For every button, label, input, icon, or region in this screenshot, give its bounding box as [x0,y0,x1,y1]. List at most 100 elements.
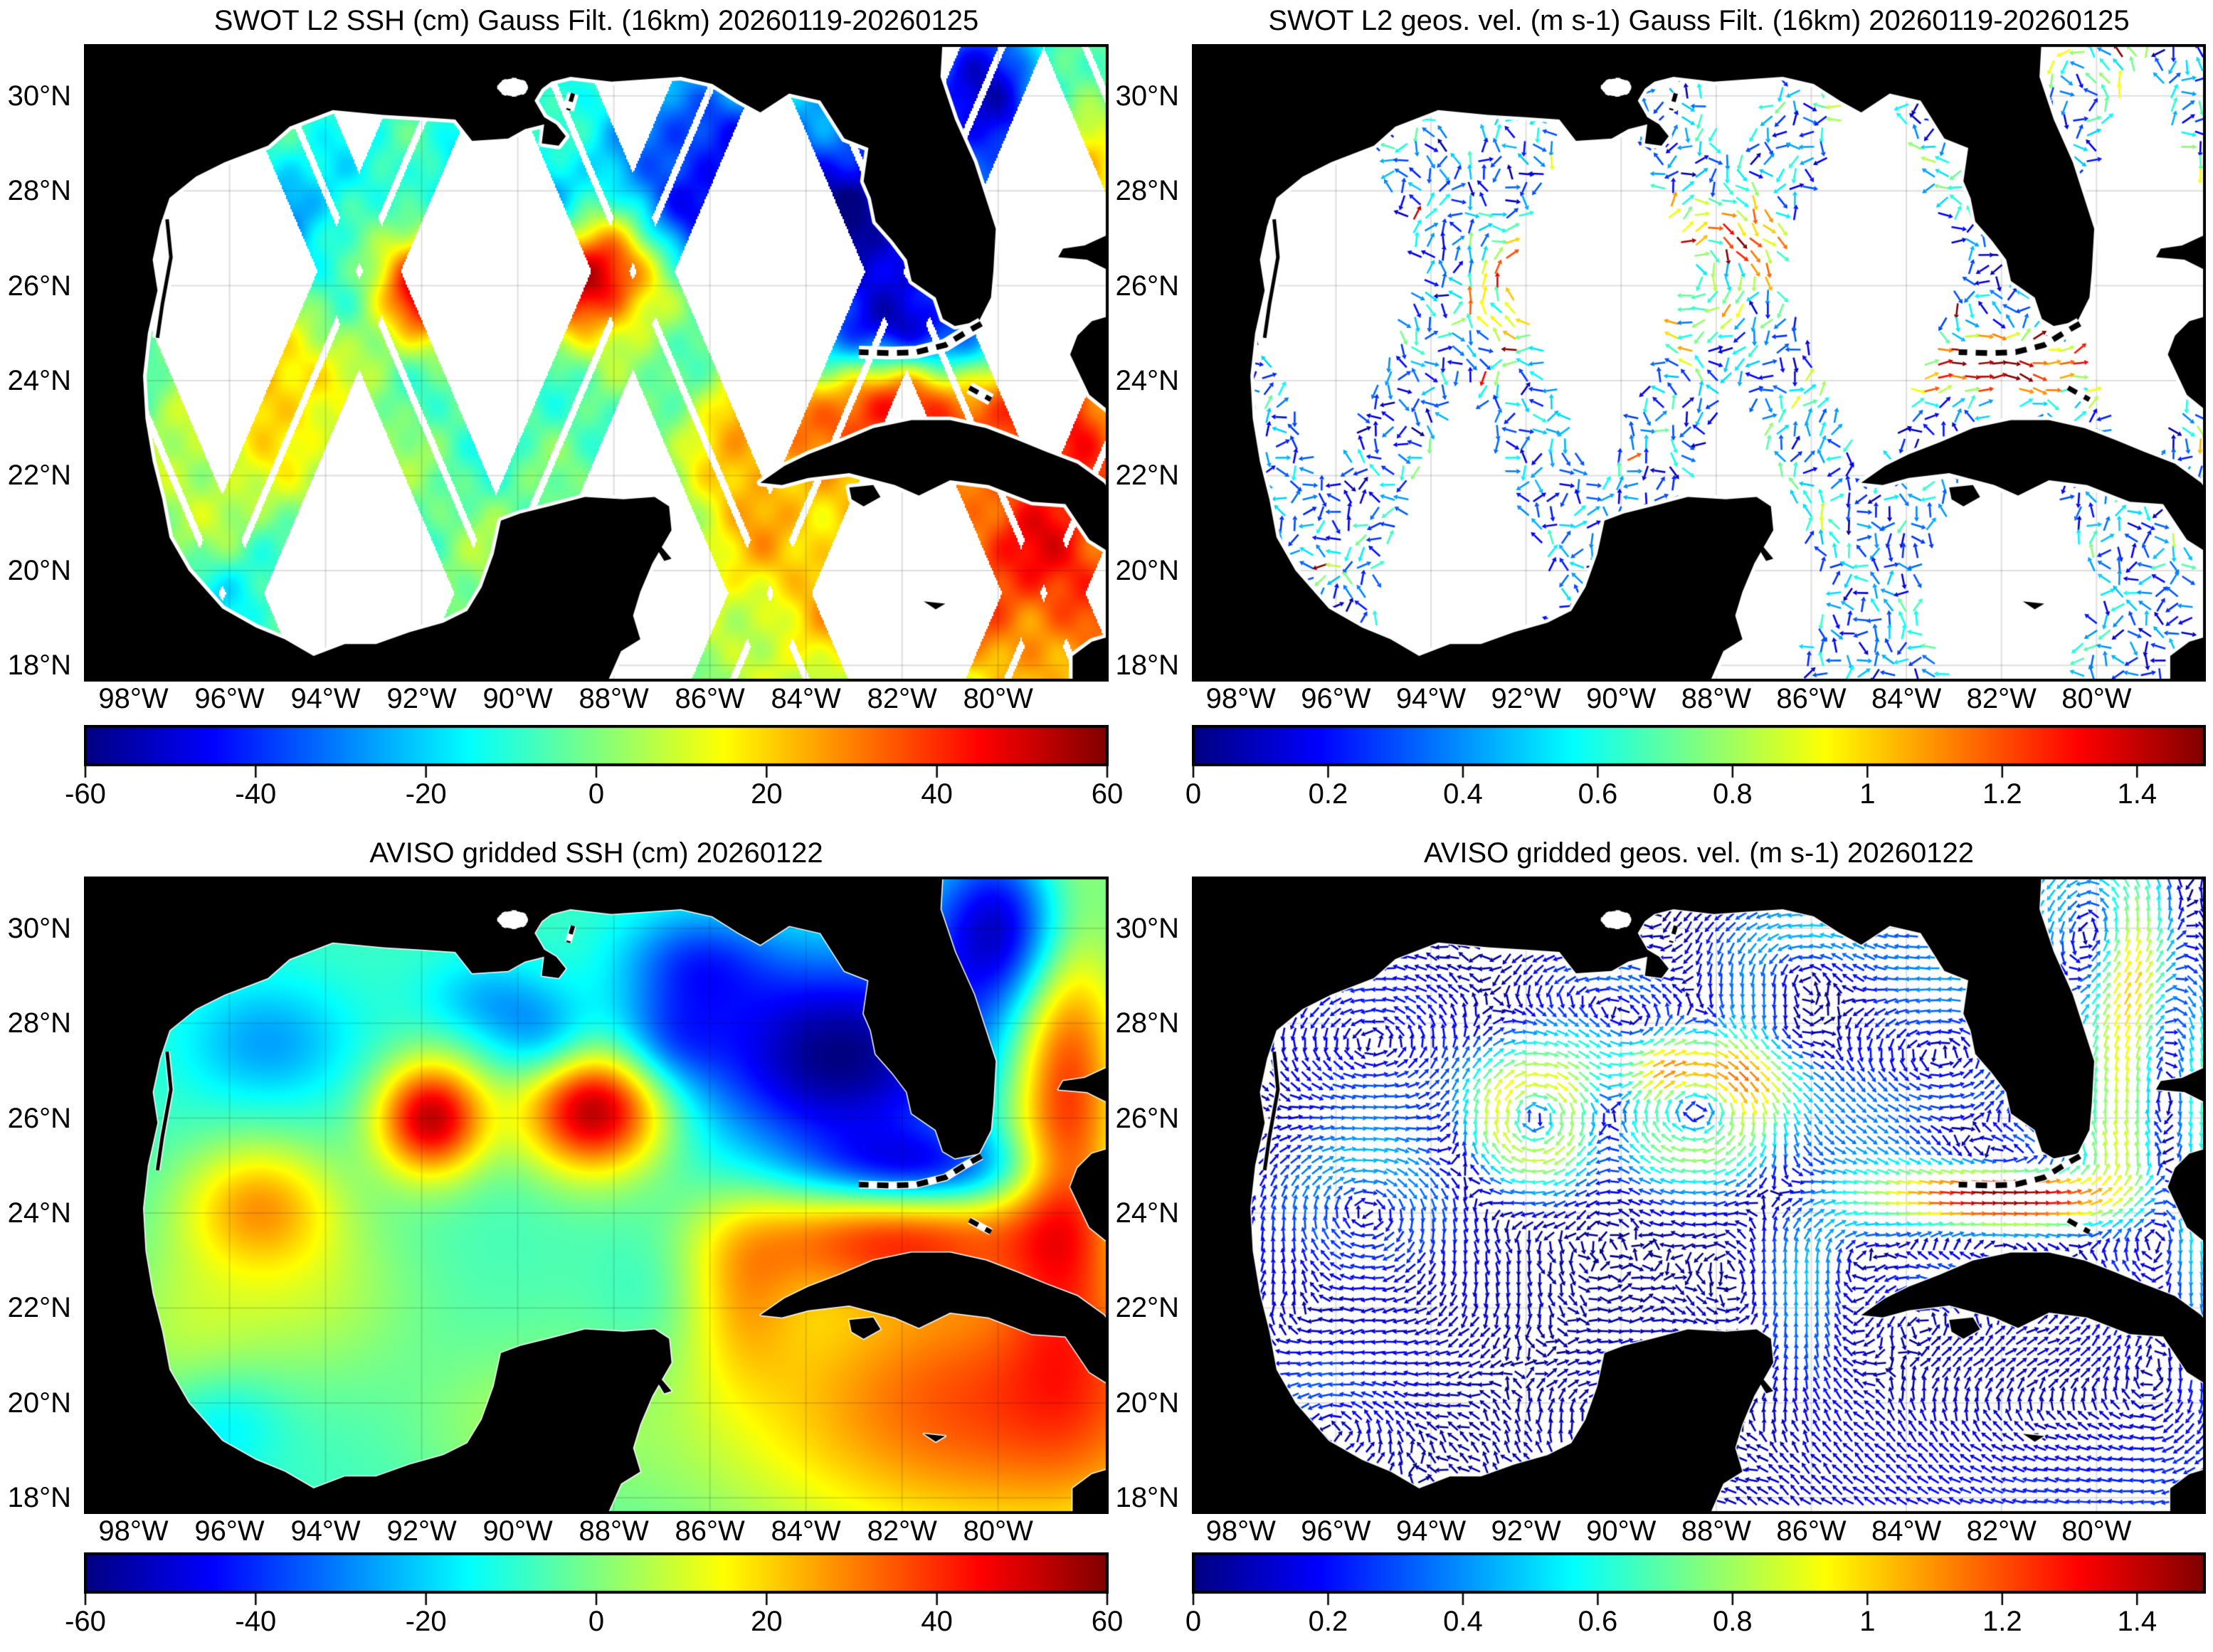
lat-tick-label: 20°N [7,1387,71,1419]
map-canvas-swot-vel [1192,44,2206,682]
lat-tick-label: 22°N [1115,460,1179,492]
colorbar-tick-label: 0.8 [1713,1606,1753,1637]
lon-tick-label: 84°W [1871,683,1942,714]
lat-tick-label: 26°N [1115,270,1179,302]
lon-tick-label: 92°W [1491,1515,1561,1547]
lon-tick-label: 94°W [1395,1515,1467,1547]
colorbar-tick-label: 40 [921,1606,953,1637]
panel-title-swot-vel: SWOT L2 geos. vel. (m s-1) Gauss Filt. (… [1268,5,2130,36]
lat-tick-label: 30°N [7,912,71,944]
lat-tick-label: 22°N [1115,1292,1179,1324]
lat-tick-label: 30°N [1115,80,1179,112]
lon-tick-label: 86°W [1776,683,1847,714]
lat-tick-label: 22°N [7,1292,71,1324]
lon-tick-label: 86°W [675,683,745,714]
lon-tick-label: 98°W [1205,683,1276,714]
lon-tick-label: 88°W [1681,683,1751,714]
lat-tick-label: 18°N [7,1482,71,1514]
lon-tick-label: 86°W [675,1515,745,1547]
colorbar-tick-label: 0 [588,1606,605,1637]
colorbar-tick-label: 1.2 [1982,778,2022,810]
lon-tick-label: 86°W [1776,1515,1847,1547]
map-canvas-swot-ssh [84,44,1109,682]
lon-tick-label: 96°W [1301,683,1371,714]
colorbar-tick-label: 1 [1859,1606,1876,1637]
lat-tick-label: 28°N [7,1007,71,1039]
lat-tick-label: 24°N [1115,365,1179,397]
colorbar-tick-label: 20 [751,778,783,810]
lon-tick-label: 98°W [1205,1515,1276,1547]
lat-tick-label: 18°N [7,650,71,682]
lat-tick-label: 20°N [1115,1387,1179,1419]
colorbar-tick-label: -60 [65,778,106,810]
lon-tick-label: 80°W [2061,683,2132,714]
lat-tick-label: 26°N [7,270,71,302]
colorbar-tick-label: -60 [65,1606,106,1637]
lat-tick-label: 18°N [1115,1482,1179,1514]
colorbar-tick-label: 0.6 [1578,1606,1618,1637]
lat-tick-label: 22°N [7,460,71,492]
lat-tick-label: 30°N [1115,912,1179,944]
lat-tick-label: 24°N [1115,1197,1179,1229]
lon-tick-label: 84°W [1871,1515,1942,1547]
lat-tick-label: 26°N [1115,1102,1179,1134]
lat-tick-label: 28°N [1115,1007,1179,1039]
colorbar-tick-label: 0.4 [1443,778,1483,810]
lat-tick-label: 30°N [7,80,71,112]
colorbar-tick-label: -40 [235,1606,277,1637]
lat-tick-label: 18°N [1115,650,1179,682]
lon-tick-label: 96°W [194,683,265,714]
colorbar-aviso-ssh [84,1552,1109,1608]
colorbar-tick-label: 60 [1091,778,1124,810]
colorbar-tick-label: 1.4 [2117,1606,2157,1637]
panel-title-aviso-ssh: AVISO gridded SSH (cm) 20260122 [369,837,823,869]
colorbar-tick-label: 20 [751,1606,783,1637]
lon-tick-label: 90°W [1586,683,1657,714]
lon-tick-label: 90°W [482,1515,553,1547]
colorbar-swot-vel [1192,725,2206,780]
lon-tick-label: 88°W [579,683,649,714]
colorbar-tick-label: 0 [1185,1606,1202,1637]
map-canvas-aviso-ssh [84,877,1109,1514]
lon-tick-label: 84°W [771,1515,841,1547]
lat-tick-label: 24°N [7,365,71,397]
lon-tick-label: 98°W [98,683,169,714]
colorbar-tick-label: 1.2 [1982,1606,2022,1637]
lon-tick-label: 94°W [1395,683,1467,714]
lon-tick-label: 82°W [867,1515,937,1547]
lat-tick-label: 20°N [7,554,71,586]
lon-tick-label: 94°W [290,683,361,714]
colorbar-tick-label: -20 [405,1606,447,1637]
lon-tick-label: 92°W [386,1515,457,1547]
lon-tick-label: 96°W [1301,1515,1371,1547]
lon-tick-label: 96°W [194,1515,265,1547]
panel-title-aviso-vel: AVISO gridded geos. vel. (m s-1) 2026012… [1423,837,1974,869]
lon-tick-label: 92°W [1491,683,1561,714]
colorbar-tick-label: 1.4 [2117,778,2157,810]
colorbar-tick-label: 0.8 [1713,778,1753,810]
colorbar-tick-label: 0 [1185,778,1202,810]
lon-tick-label: 88°W [579,1515,649,1547]
lon-tick-label: 82°W [1966,683,2037,714]
colorbar-tick-label: 60 [1091,1606,1124,1637]
lat-tick-label: 20°N [1115,554,1179,586]
lat-tick-label: 26°N [7,1102,71,1134]
lon-tick-label: 80°W [963,1515,1033,1547]
lat-tick-label: 24°N [7,1197,71,1229]
colorbar-swot-ssh [84,725,1109,780]
lon-tick-label: 82°W [1966,1515,2037,1547]
lat-tick-label: 28°N [1115,175,1179,207]
colorbar-tick-label: -20 [405,778,447,810]
lon-tick-label: 80°W [2061,1515,2132,1547]
colorbar-tick-label: 0.2 [1308,1606,1348,1637]
colorbar-tick-label: 0.4 [1443,1606,1483,1637]
colorbar-tick-label: -40 [235,778,277,810]
lon-tick-label: 92°W [386,683,457,714]
lon-tick-label: 84°W [771,683,841,714]
colorbar-tick-label: 0.2 [1308,778,1348,810]
lon-tick-label: 90°W [1586,1515,1657,1547]
colorbar-aviso-vel [1192,1552,2206,1608]
lon-tick-label: 98°W [98,1515,169,1547]
colorbar-tick-label: 1 [1859,778,1876,810]
